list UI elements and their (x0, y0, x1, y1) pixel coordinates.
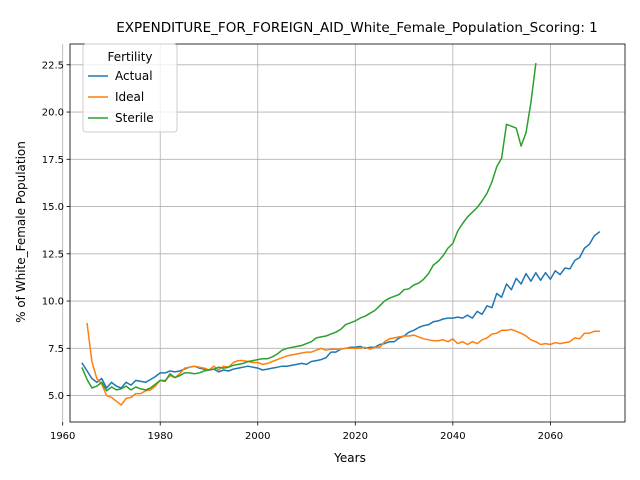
legend-box (82, 43, 178, 133)
legend-label-ideal: Ideal (115, 90, 144, 104)
x-tick-label: 1980 (147, 431, 172, 442)
x-tick-label: 2000 (245, 431, 270, 442)
y-tick-label: 5.0 (48, 391, 64, 402)
y-axis-ticks: 5.0 7.5 10.0 12.5 15.0 17.5 20.0 22.5 (42, 60, 70, 402)
y-tick-label: 20.0 (42, 108, 64, 119)
y-axis-label: % of White_Female Population (14, 141, 28, 323)
y-tick-label: 7.5 (48, 344, 64, 355)
legend: Fertility Actual Ideal Sterile (82, 43, 178, 133)
plot-frame (69, 43, 626, 423)
legend-entries: Actual Ideal Sterile (88, 69, 154, 125)
legend-title: Fertility (107, 50, 152, 64)
y-tick-label: 17.5 (42, 155, 64, 166)
legend-label-sterile: Sterile (115, 111, 154, 125)
series-line-ideal (86, 322, 600, 406)
x-tick-label: 2040 (440, 431, 465, 442)
x-tick-label: 2060 (538, 431, 563, 442)
series-line-sterile (81, 62, 537, 392)
chart-title: EXPENDITURE_FOR_FOREIGN_AID_White_Female… (116, 20, 598, 36)
x-axis-label: Years (333, 451, 366, 465)
series-lines (81, 62, 601, 406)
y-tick-label: 12.5 (42, 249, 64, 260)
legend-label-actual: Actual (115, 69, 153, 83)
grid-lines (62, 44, 625, 422)
y-tick-label: 22.5 (42, 60, 64, 71)
y-tick-label: 15.0 (42, 202, 64, 213)
x-axis-ticks: 1960 1980 2000 2020 2040 2060 (50, 422, 563, 442)
y-tick-label: 10.0 (42, 297, 64, 308)
x-tick-label: 2020 (343, 431, 368, 442)
x-tick-label: 1960 (50, 431, 75, 442)
